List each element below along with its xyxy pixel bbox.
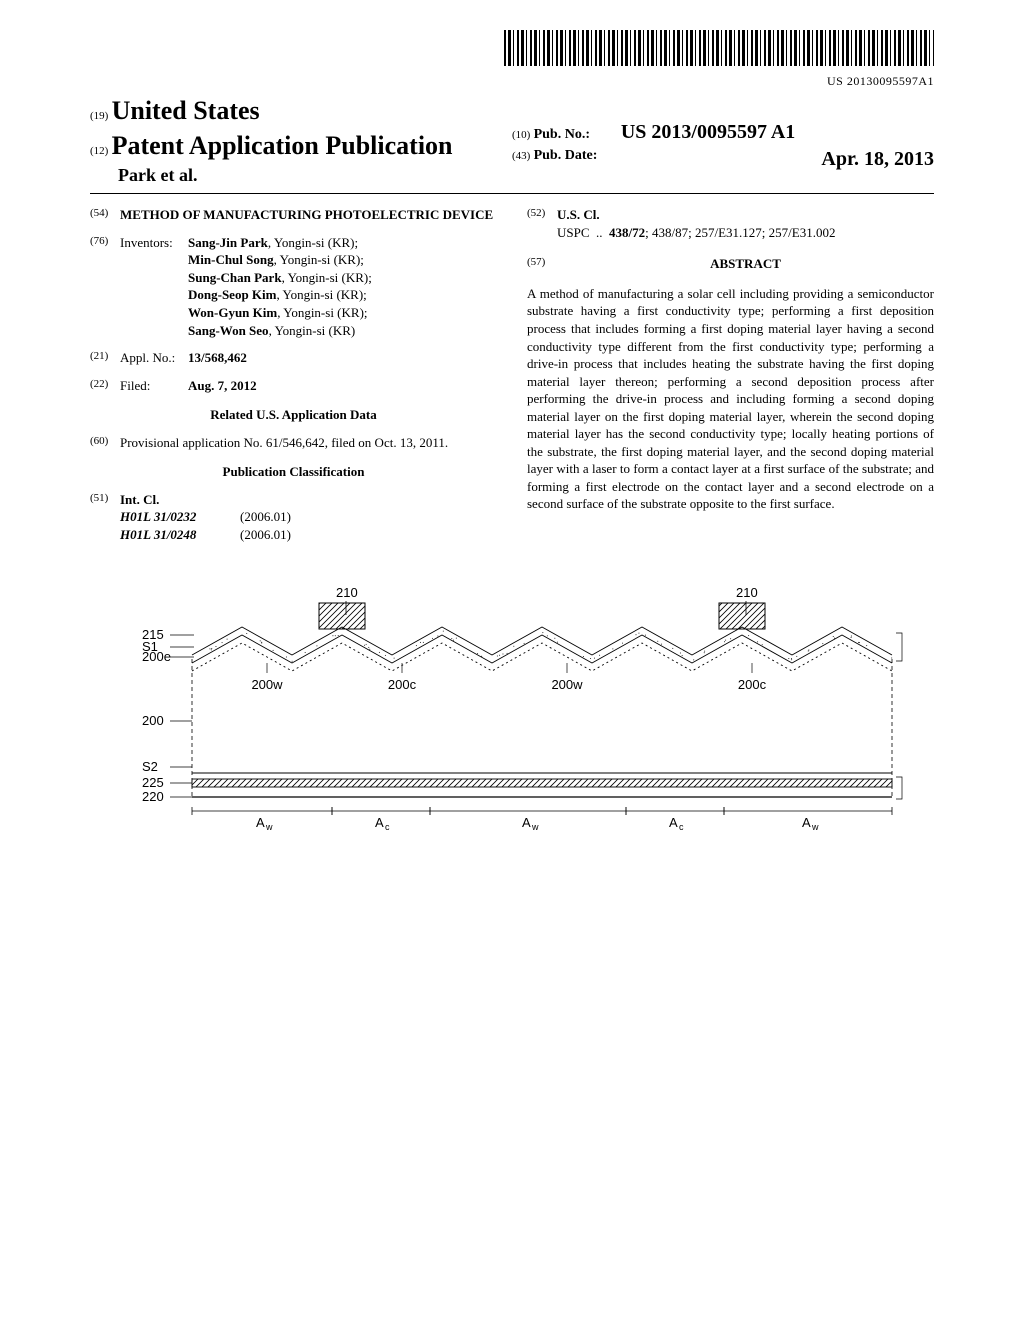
uscl-first: 438/72	[609, 225, 645, 240]
svg-text:200w: 200w	[251, 677, 283, 692]
uscl-rest: ; 438/87; 257/E31.127; 257/E31.002	[645, 225, 835, 240]
intcl-list: H01L 31/0232(2006.01)H01L 31/0248(2006.0…	[120, 508, 497, 543]
pubdate-label: Pub. Date:	[534, 147, 618, 166]
svg-text:w: w	[811, 822, 819, 832]
uscl-num: (52)	[527, 206, 557, 241]
svg-text:A: A	[669, 815, 678, 830]
filed-label: Filed:	[120, 377, 188, 395]
svg-text:A: A	[522, 815, 531, 830]
svg-text:w: w	[531, 822, 539, 832]
left-column: (54) METHOD OF MANUFACTURING PHOTOELECTR…	[90, 206, 497, 543]
inventor: Sang-Jin Park, Yongin-si (KR);	[188, 234, 497, 252]
svg-text:A: A	[802, 815, 811, 830]
inventors-num: (76)	[90, 234, 120, 339]
abstract-head: ABSTRACT	[557, 255, 934, 273]
inventor: Sang-Won Seo, Yongin-si (KR)	[188, 322, 497, 340]
svg-text:200c: 200c	[388, 677, 417, 692]
inventor: Won-Gyun Kim, Yongin-si (KR);	[188, 304, 497, 322]
provisional-text: Provisional application No. 61/546,642, …	[120, 434, 497, 452]
figure: 210210215S1200e200S2225220200w200c200w20…	[90, 583, 934, 848]
svg-text:200: 200	[142, 713, 164, 728]
appl-num: (21)	[90, 349, 120, 367]
abstract-body: A method of manufacturing a solar cell i…	[527, 285, 934, 513]
abstract-head-row: (57) ABSTRACT	[527, 255, 934, 281]
svg-text:c: c	[679, 822, 684, 832]
country-num: (19)	[90, 110, 108, 122]
svg-text:220: 220	[142, 789, 164, 804]
filed-num: (22)	[90, 377, 120, 395]
svg-text:S2: S2	[142, 759, 158, 774]
filed-val: Aug. 7, 2012	[188, 377, 497, 395]
barcode	[504, 30, 934, 66]
svg-text:c: c	[385, 822, 390, 832]
title-text: METHOD OF MANUFACTURING PHOTOELECTRIC DE…	[120, 206, 497, 224]
related-head: Related U.S. Application Data	[90, 406, 497, 424]
intcl-item: H01L 31/0248(2006.01)	[120, 526, 497, 544]
inventors-list: Sang-Jin Park, Yongin-si (KR);Min-Chul S…	[188, 234, 497, 339]
pubno-num: (10)	[512, 129, 530, 141]
uscl-dots: ..	[596, 225, 603, 240]
intcl-row: (51) Int. Cl. H01L 31/0232(2006.01)H01L …	[90, 491, 497, 544]
appl-row: (21) Appl. No.: 13/568,462	[90, 349, 497, 367]
appl-label: Appl. No.:	[120, 349, 188, 367]
inventor: Min-Chul Song, Yongin-si (KR);	[188, 251, 497, 269]
provisional-row: (60) Provisional application No. 61/546,…	[90, 434, 497, 452]
title-row: (54) METHOD OF MANUFACTURING PHOTOELECTR…	[90, 206, 497, 224]
body-columns: (54) METHOD OF MANUFACTURING PHOTOELECTR…	[90, 206, 934, 543]
provisional-num: (60)	[90, 434, 120, 452]
svg-text:A: A	[256, 815, 265, 830]
intcl-label: Int. Cl.	[120, 491, 497, 509]
filed-row: (22) Filed: Aug. 7, 2012	[90, 377, 497, 395]
inventor: Sung-Chan Park, Yongin-si (KR);	[188, 269, 497, 287]
header-divider	[90, 193, 934, 194]
title-num: (54)	[90, 206, 120, 224]
authors-line: Park et al.	[118, 165, 197, 185]
barcode-number: US 20130095597A1	[90, 73, 934, 89]
inventor: Dong-Seop Kim, Yongin-si (KR);	[188, 286, 497, 304]
pubno-val: US 2013/0095597 A1	[621, 121, 795, 143]
svg-text:210: 210	[736, 585, 758, 600]
uscl-label: U.S. Cl.	[557, 206, 934, 224]
svg-text:200e: 200e	[142, 649, 171, 664]
pub-type-num: (12)	[90, 145, 108, 157]
pubclass-head: Publication Classification	[90, 463, 497, 481]
pubdate-val: Apr. 18, 2013	[821, 146, 934, 173]
svg-text:210: 210	[336, 585, 358, 600]
pubno-label: Pub. No.:	[534, 126, 618, 145]
intcl-num: (51)	[90, 491, 120, 544]
abstract-num: (57)	[527, 255, 557, 281]
svg-text:200c: 200c	[738, 677, 767, 692]
figure-svg: 210210215S1200e200S2225220200w200c200w20…	[110, 583, 914, 843]
appl-val: 13/568,462	[188, 349, 497, 367]
pubdate-num: (43)	[512, 150, 530, 162]
barcode-region: US 20130095597A1	[90, 30, 934, 89]
intcl-item: H01L 31/0232(2006.01)	[120, 508, 497, 526]
svg-text:w: w	[265, 822, 273, 832]
inventors-label: Inventors:	[120, 234, 188, 339]
pub-type: Patent Application Publication	[112, 131, 453, 160]
inventors-row: (76) Inventors: Sang-Jin Park, Yongin-si…	[90, 234, 497, 339]
header: (19) United States (12) Patent Applicati…	[90, 93, 934, 187]
svg-text:225: 225	[142, 775, 164, 790]
country: United States	[112, 96, 260, 125]
uscl-row: (52) U.S. Cl. USPC .. 438/72; 438/87; 25…	[527, 206, 934, 241]
svg-text:200w: 200w	[551, 677, 583, 692]
svg-text:A: A	[375, 815, 384, 830]
uscl-prefix: USPC	[557, 225, 590, 240]
right-column: (52) U.S. Cl. USPC .. 438/72; 438/87; 25…	[527, 206, 934, 543]
